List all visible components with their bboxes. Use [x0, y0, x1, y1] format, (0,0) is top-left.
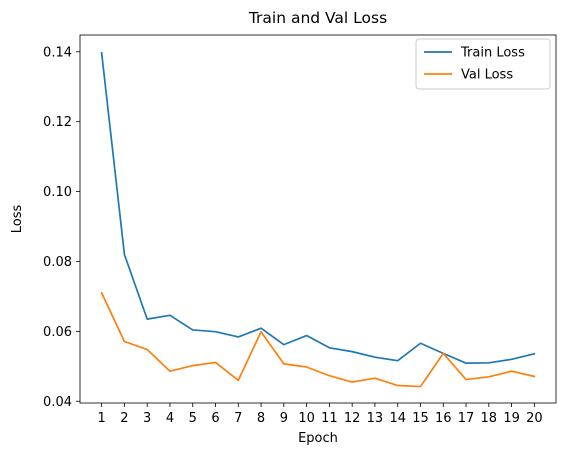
x-tick-label: 5 [189, 411, 197, 426]
chart-title: Train and Val Loss [248, 9, 387, 27]
x-tick-label: 16 [435, 411, 452, 426]
x-axis-label: Epoch [298, 431, 338, 446]
x-tick-label: 18 [481, 411, 498, 426]
x-tick-label: 20 [526, 411, 543, 426]
y-tick-label: 0.04 [43, 395, 72, 410]
x-tick-label: 17 [458, 411, 475, 426]
x-tick-label: 14 [389, 411, 406, 426]
x-tick-label: 15 [412, 411, 429, 426]
x-tick-label: 12 [344, 411, 361, 426]
x-tick-label: 13 [367, 411, 384, 426]
y-tick-label: 0.10 [43, 185, 72, 200]
x-tick-label: 4 [166, 411, 174, 426]
y-tick-label: 0.14 [43, 45, 72, 60]
x-tick-label: 7 [234, 411, 242, 426]
x-tick-label: 2 [120, 411, 128, 426]
x-tick-label: 8 [257, 411, 265, 426]
x-tick-label: 19 [503, 411, 520, 426]
legend: Train Loss Val Loss [416, 39, 550, 89]
y-tick-label: 0.06 [43, 325, 72, 340]
x-tick-label: 10 [298, 411, 315, 426]
x-tick-label: 3 [143, 411, 151, 426]
x-tick-label: 9 [280, 411, 288, 426]
x-tick-label: 6 [211, 411, 219, 426]
y-tick-label: 0.08 [43, 255, 72, 270]
y-axis-label: Loss [10, 205, 25, 234]
legend-label: Val Loss [461, 68, 513, 83]
x-tick-label: 1 [97, 411, 105, 426]
x-tick-label: 11 [321, 411, 338, 426]
y-tick-label: 0.12 [43, 115, 72, 130]
legend-label: Train Loss [460, 46, 525, 61]
